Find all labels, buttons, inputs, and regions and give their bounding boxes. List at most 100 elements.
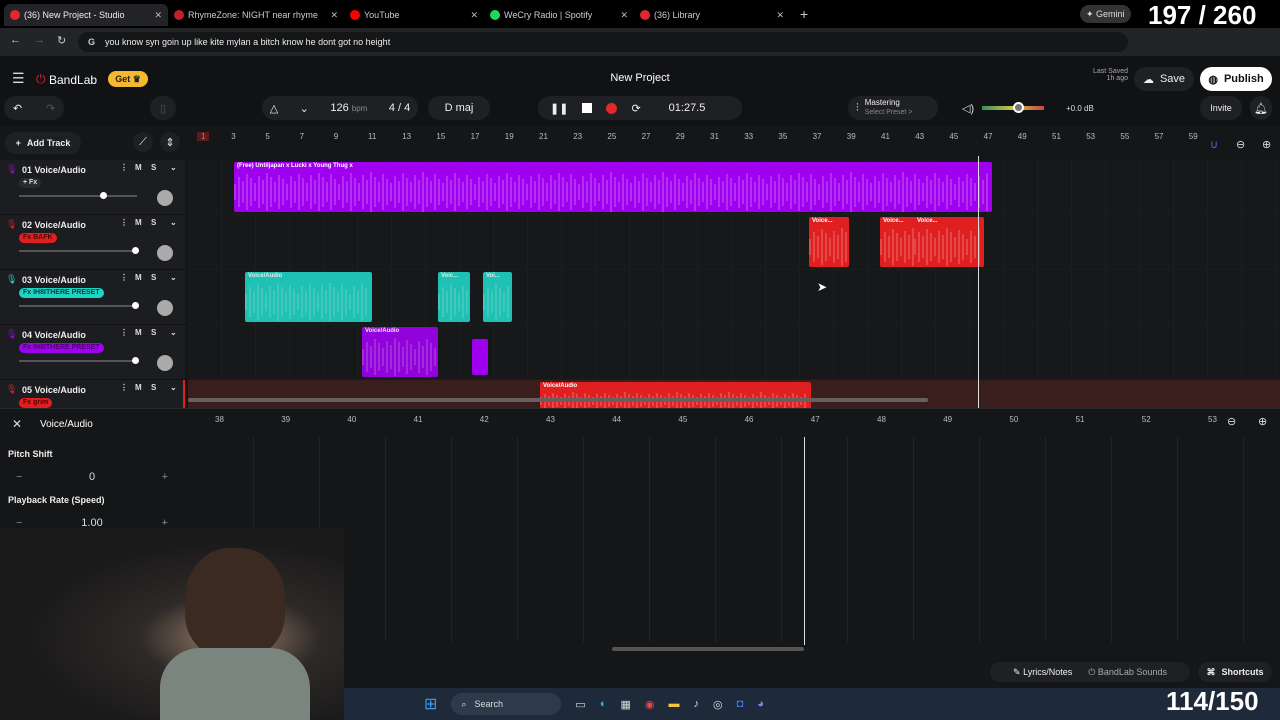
close-tab-icon[interactable]: ✕ [776,9,784,20]
track-menu-icon[interactable]: ⋮ [120,328,128,337]
timeline-ruler-editor[interactable]: 38 39 40 41 42 43 44 45 46 47 48 49 50 51 52 53 [188,409,1280,437]
track-expand-chevron-icon[interactable]: ⌄ [170,218,177,227]
loop-icon[interactable]: ⟳ [631,102,641,115]
track-name[interactable]: 02 Voice/Audio [22,220,86,230]
pitch-shift-stepper[interactable]: − 0 + [8,469,176,485]
back-icon[interactable]: ← [10,34,21,46]
track-header[interactable]: 🎙︎ 04 Voice/Audio ⋮ M S ⌄ Fx IH8ITHERE P… [0,325,185,380]
audio-clip[interactable] [472,339,488,375]
volume-thumb[interactable] [132,247,139,254]
solo-button[interactable]: S [151,163,157,172]
browser-tab[interactable]: (36) New Project - Studio ✕ [4,4,168,26]
playhead[interactable] [978,156,979,408]
volume-thumb[interactable] [99,192,107,199]
master-volume-slider[interactable] [982,102,1044,113]
close-editor-icon[interactable]: ✕ [12,417,23,431]
audio-clip[interactable]: Voi... [483,272,512,322]
editor-zoom-in-icon[interactable]: ⊕ [1258,416,1268,428]
track-name[interactable]: 01 Voice/Audio [22,165,86,175]
app-icon[interactable]: ◎ [712,698,723,711]
publish-button[interactable]: ◍ Publish [1200,67,1272,91]
time-signature[interactable]: 4 / 4 [388,102,411,114]
track-menu-icon[interactable]: ⋮ [120,218,128,227]
audio-clip[interactable]: Voice/Audio [245,272,372,322]
stop-icon[interactable] [582,103,593,113]
track-lane[interactable] [188,325,1280,380]
pan-knob[interactable] [157,190,173,206]
editor-playhead[interactable] [804,437,805,645]
minus-icon[interactable]: − [16,471,23,483]
store-icon[interactable]: ▦ [620,698,631,711]
playback-rate-stepper[interactable]: − 1.00 + [8,515,176,531]
windows-start-icon[interactable]: ⊞ [424,696,438,713]
tiktok-icon[interactable]: ♪ [693,698,699,710]
magnet-icon[interactable]: ∪ [1210,139,1219,151]
editor-zoom-out-icon[interactable]: ⊖ [1227,416,1237,428]
key-button[interactable]: D maj [428,96,490,120]
browser-tab[interactable]: (36) Library ✕ [634,4,790,26]
audio-clip[interactable]: (Free) Untiljapan x Lucki x Young Thug x [234,162,992,212]
browser-tab[interactable]: WeCry Radio | Spotify ✕ [484,4,634,26]
record-icon[interactable] [606,102,618,114]
automation-icon[interactable]: ⟋ [133,132,153,152]
bell-icon[interactable]: 🔔︎ [1250,96,1272,120]
minus-icon[interactable]: − [16,517,23,529]
solo-button[interactable]: S [151,218,157,227]
mute-button[interactable]: M [135,328,142,337]
new-tab-button[interactable]: + [800,6,809,22]
metronome-icon[interactable]: △ [269,102,279,115]
track-expand-chevron-icon[interactable]: ⌄ [170,383,177,392]
audio-clip[interactable]: Voice/Audio [540,382,811,410]
track-name[interactable]: 05 Voice/Audio [22,385,86,395]
volume-thumb[interactable] [132,302,139,309]
close-tab-icon[interactable]: ✕ [470,9,478,20]
pan-knob[interactable] [157,245,173,261]
volume-thumb[interactable] [132,357,139,364]
fit-tracks-icon[interactable]: ⇕ [160,132,180,152]
audio-clip[interactable]: Voic... [438,272,470,322]
solo-button[interactable]: S [151,383,157,392]
track-volume-slider[interactable] [19,192,137,199]
zoom-out-icon[interactable]: ⊖ [1236,139,1246,151]
track-menu-icon[interactable]: ⋮ [120,273,128,282]
gemini-button[interactable]: ✦ Gemini [1080,5,1131,23]
track-expand-chevron-icon[interactable]: ⌄ [170,163,177,172]
plus-icon[interactable]: + [161,471,168,483]
audio-clip[interactable]: Voice/Audio [362,327,438,377]
track-volume-slider[interactable] [19,302,139,309]
plus-icon[interactable]: + [161,517,168,529]
redo-icon[interactable]: ↷ [45,102,56,115]
track-fx-button[interactable]: Fx IH8ITHERE PRESET [19,288,104,298]
add-track-button[interactable]: + Add Track [5,132,81,154]
track-menu-icon[interactable]: ⋮ [120,383,128,392]
taskview-icon[interactable]: ▭ [575,698,586,711]
edge-icon[interactable]: ◐ [599,698,607,710]
chevron-down-icon[interactable]: ⌄ [299,102,309,115]
audio-clip[interactable]: Voice... [880,217,918,267]
audio-clip[interactable]: Voice... [809,217,849,267]
taskbar-search[interactable]: ⌕ Search [451,693,562,715]
close-tab-icon[interactable]: ✕ [620,9,628,20]
browser-tab[interactable]: YouTube ✕ [344,4,484,26]
tuner-icon[interactable]: ▯ [150,96,176,120]
bandlab-sounds-button[interactable]: ⏻ BandLab Sounds [1088,666,1167,677]
track-fx-button[interactable]: + Fx [19,178,42,188]
menu-icon[interactable]: ☰ [12,70,25,86]
solo-button[interactable]: S [151,328,157,337]
track-fx-button[interactable]: Fx IH8ITHERE PRESET [19,343,104,353]
track-volume-slider[interactable] [19,357,139,364]
timeline-ruler-top[interactable]: 1 3 5 7 9 11 13 15 17 19 21 23 25 27 29 31 33 35 37 39 41 43 4… [188,126,1280,158]
track-lane[interactable] [188,215,1280,270]
mute-button[interactable]: M [135,383,142,392]
save-button[interactable]: ☁ Save [1134,67,1194,91]
pause-icon[interactable]: ❚❚ [550,102,569,115]
speaker-icon[interactable]: ◁) [962,103,975,115]
undo-icon[interactable]: ↶ [12,102,23,115]
mastering-button[interactable]: ⫶ Mastering Select Preset > [848,96,938,120]
track-menu-icon[interactable]: ⋮ [120,163,128,172]
track-fx-button[interactable]: Fx grim [19,398,53,408]
bpm-value[interactable]: 126 bpm [330,102,367,114]
horizontal-scrollbar[interactable] [188,398,928,402]
get-membership-button[interactable]: Get ♛ [108,71,148,87]
mute-button[interactable]: M [135,273,142,282]
